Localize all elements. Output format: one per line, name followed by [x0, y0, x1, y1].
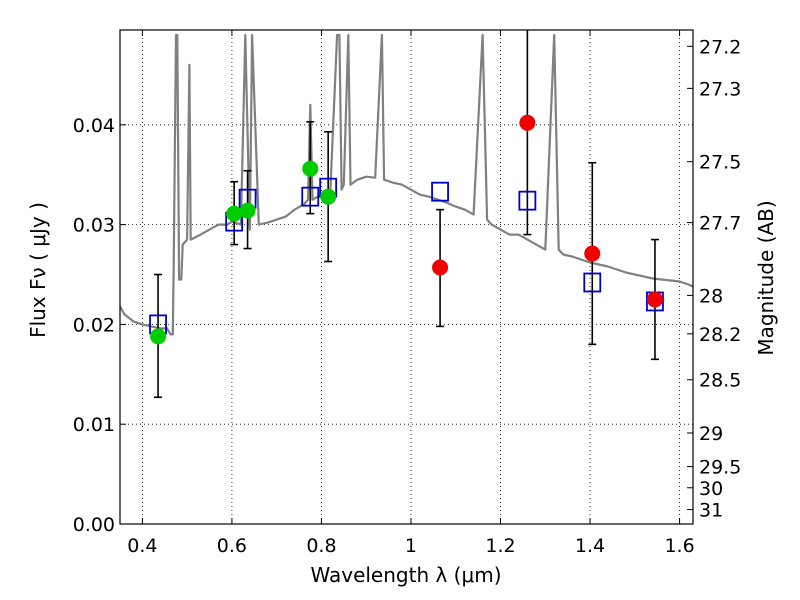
observed-point-marker — [239, 202, 256, 219]
x-axis-label: Wavelength λ (μm) — [310, 563, 501, 587]
mag-tick-label: 28 — [699, 285, 723, 307]
observed-point-marker — [302, 160, 319, 177]
x-tick-label: 1.4 — [575, 535, 605, 557]
x-tick-label: 1 — [405, 535, 417, 557]
tick-layer: 0.4 0.6 0.8 1 1.2 1.4 1.6 0.00 0.01 0.02 0.03 0.04 2… — [73, 30, 741, 557]
plot-frame — [119, 29, 694, 525]
spectrum-line — [119, 33, 694, 336]
x-tick-label: 0.8 — [306, 535, 336, 557]
observed-point-marker — [226, 205, 243, 222]
observed-point-marker — [519, 114, 536, 131]
mag-tick-label: 27.3 — [699, 78, 741, 100]
x-tick-label: 1.2 — [485, 535, 515, 557]
model-square-marker — [583, 272, 602, 293]
y-tick-label: 0.01 — [73, 414, 115, 436]
y-tick-label: 0.02 — [73, 314, 115, 336]
spectrum-layer — [119, 33, 694, 336]
y-tick-label: 0.00 — [73, 514, 115, 536]
model-square-marker — [518, 190, 537, 211]
marker-layer — [149, 114, 664, 345]
y-tick-label: 0.03 — [73, 215, 115, 237]
mag-tick-label: 28.5 — [699, 370, 741, 392]
model-square-marker — [431, 181, 449, 202]
mag-tick-label: 27.2 — [699, 36, 741, 58]
mag-tick-label: 28.2 — [699, 324, 741, 346]
mag-tick-label: 27.5 — [699, 152, 741, 174]
observed-point-marker — [432, 259, 449, 276]
right-axis-label: Magnitude (AB) — [754, 200, 778, 355]
mag-tick-label: 30 — [699, 478, 723, 500]
y-tick-label: 0.04 — [73, 115, 115, 137]
model-square-marker — [301, 186, 320, 207]
grid — [120, 30, 693, 524]
observed-point-marker — [584, 245, 601, 262]
x-tick-label: 1.6 — [664, 535, 694, 557]
mag-tick-label: 29 — [699, 423, 723, 445]
mag-tick-label: 27.7 — [699, 213, 741, 235]
observed-point-marker — [646, 291, 663, 308]
mag-tick-label: 29.5 — [699, 457, 741, 479]
mag-tick-label: 31 — [699, 500, 723, 522]
observed-point-marker — [320, 188, 337, 205]
x-tick-label: 0.6 — [217, 535, 247, 557]
x-tick-label: 0.4 — [127, 535, 157, 557]
y-axis-label: Flux Fν ( μJy ) — [26, 202, 50, 338]
observed-point-marker — [150, 328, 167, 345]
